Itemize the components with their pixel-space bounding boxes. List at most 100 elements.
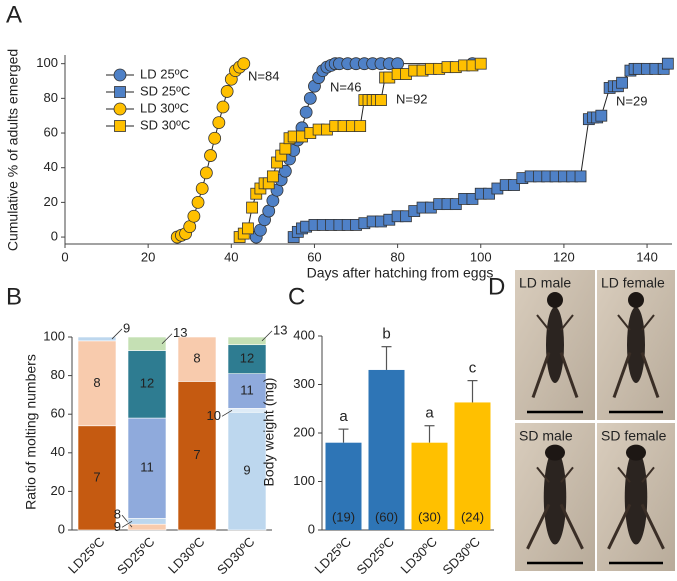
marker	[266, 170, 279, 183]
legend-marker	[114, 86, 126, 98]
panel-label: B	[6, 283, 22, 310]
bar-segment	[177, 381, 217, 531]
legend-label: SD 25ºC	[140, 83, 190, 98]
y-axis-label: Body weight (mg)	[261, 378, 277, 487]
segment-label: 13	[273, 322, 287, 337]
marker	[661, 57, 674, 70]
annotation: N=84	[248, 68, 279, 83]
y-tick-label: 100	[43, 328, 65, 343]
bar-segment	[227, 336, 267, 346]
y-tick-label: 40	[51, 444, 65, 459]
segment-label: 9	[123, 320, 130, 335]
segment-label: 10	[207, 408, 221, 423]
bar	[325, 442, 362, 530]
segment-label: 8	[193, 351, 200, 366]
marker	[237, 57, 251, 71]
segment-label: 8	[93, 375, 100, 390]
x-tick-label: 60	[307, 249, 321, 264]
marker	[279, 142, 292, 155]
x-tick-label: SD25ºC	[114, 534, 158, 576]
marker	[220, 85, 234, 98]
insect-leg	[536, 314, 550, 331]
significance-letter: a	[339, 408, 348, 425]
bar-segment	[227, 411, 267, 531]
bar	[454, 402, 491, 530]
legend-marker	[114, 120, 126, 132]
segment-label: 7	[93, 469, 100, 484]
y-tick-label: 0	[308, 521, 315, 536]
marker	[216, 100, 230, 114]
insect-leg	[560, 314, 574, 331]
bar	[411, 442, 448, 530]
x-tick-label: 120	[553, 249, 575, 264]
y-axis-label: Ratio of molting numbers	[23, 354, 39, 510]
insect-leg	[641, 466, 655, 483]
x-tick-label: 140	[636, 249, 658, 264]
insect-head	[626, 444, 646, 461]
leader-line	[261, 330, 273, 342]
photo-label: SD male	[519, 428, 573, 444]
insect-leg	[640, 503, 665, 550]
x-axis-label: Days after hatching from eggs	[307, 265, 494, 281]
bar	[368, 369, 405, 530]
segment-label: 9	[243, 463, 250, 478]
significance-letter: c	[469, 360, 477, 377]
y-tick-label: 80	[51, 367, 65, 382]
insect-leg	[526, 503, 551, 550]
photo-label: LD female	[601, 275, 665, 291]
insect-leg	[617, 314, 631, 331]
x-tick-label: SD30ºC	[439, 534, 483, 576]
x-tick-label: SD25ºC	[353, 534, 397, 576]
marker	[191, 195, 205, 209]
legend-marker	[113, 102, 127, 116]
bar-segment	[77, 336, 117, 342]
y-tick-label: 20	[44, 194, 58, 209]
insect-head	[547, 292, 563, 308]
leader-line	[121, 514, 133, 528]
insect-leg	[607, 503, 632, 550]
insect-leg	[560, 466, 574, 483]
insect-leg	[612, 351, 632, 399]
sample-size: (19)	[332, 509, 355, 524]
y-tick-label: 100	[293, 473, 315, 488]
y-axis-label: Cumulative % of adults emerged	[5, 49, 21, 251]
y-tick-label: 60	[51, 406, 65, 421]
insect-body	[546, 307, 564, 383]
bar-segment	[227, 373, 267, 409]
marker	[391, 57, 405, 71]
marker	[187, 209, 201, 223]
segment-label: 13	[173, 325, 187, 340]
y-tick-label: 20	[51, 483, 65, 498]
insect-leg	[559, 503, 584, 550]
marker	[195, 182, 209, 195]
marker	[246, 201, 258, 214]
insect-head	[545, 444, 565, 461]
sample-size: (60)	[375, 509, 398, 524]
x-tick-label: 100	[470, 249, 492, 264]
segment-label: 12	[240, 351, 254, 366]
marker	[375, 94, 387, 106]
marker	[616, 76, 629, 89]
y-tick-label: 40	[44, 159, 58, 174]
y-tick-label: 200	[293, 424, 315, 439]
marker	[574, 170, 587, 183]
marker	[299, 105, 313, 119]
insect-leg	[641, 314, 655, 331]
insect-body	[627, 307, 645, 383]
bar-segment	[127, 350, 167, 419]
bar-segment	[77, 340, 117, 427]
y-tick-label: 0	[51, 229, 58, 244]
legend-label: LD 25ºC	[140, 66, 189, 81]
x-tick-label: LD25ºC	[311, 534, 354, 576]
x-tick-label: 0	[61, 249, 68, 264]
y-tick-label: 300	[293, 376, 315, 391]
x-tick-label: SD30ºC	[214, 534, 258, 576]
marker	[242, 222, 254, 235]
leader-line	[161, 333, 173, 345]
segment-label: 11	[240, 382, 254, 397]
legend-label: LD 30ºC	[140, 100, 189, 115]
marker	[354, 120, 367, 132]
insect-leg	[531, 351, 551, 399]
y-tick-label: 100	[36, 55, 58, 70]
